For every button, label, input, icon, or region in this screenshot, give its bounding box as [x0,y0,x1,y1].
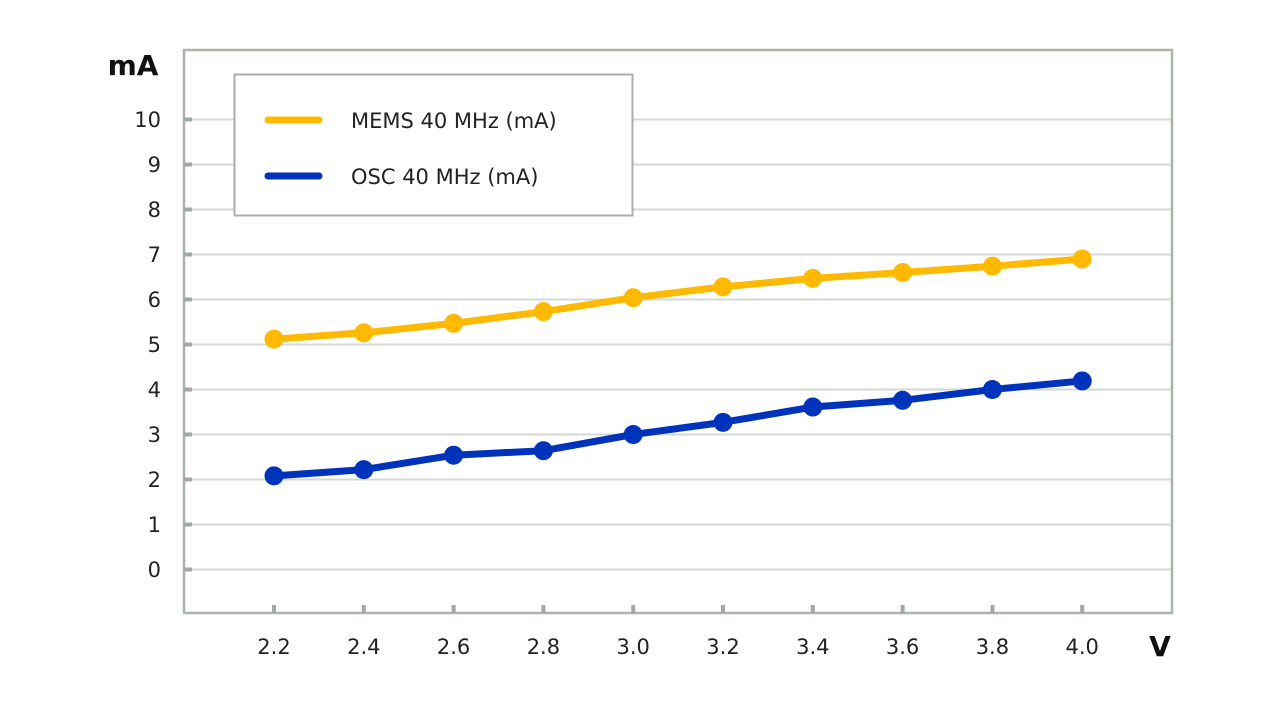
data-point [444,313,464,333]
y-tick-label: 9 [148,153,161,177]
x-tick-label: 4.0 [1065,635,1098,659]
legend-label: MEMS 40 MHz (mA) [351,109,557,133]
series-mems [264,249,1092,349]
data-point [982,380,1002,399]
x-tick-label: 3.2 [706,635,739,659]
data-point [803,268,823,288]
x-tick-label: 3.0 [616,635,649,659]
legend: MEMS 40 MHz (mA) OSC 40 MHz (mA) [233,73,634,217]
data-point [533,302,553,322]
series-osc [264,371,1092,486]
x-axis-label: V [1149,630,1171,663]
x-tick-label: 2.8 [527,635,560,659]
y-tick-label: 5 [148,333,161,357]
y-tick-label: 8 [148,198,161,222]
series-line [270,377,1086,480]
series-line [270,255,1086,343]
data-point [713,277,733,297]
data-point [1072,371,1092,391]
x-tick-label: 3.4 [796,635,829,659]
data-point [623,288,643,308]
data-point [354,460,374,480]
x-axis: 2.2 2.4 2.6 2.8 3.0 3.2 3.4 3.6 3.8 4.0 [257,605,1099,659]
y-tick-label: 0 [148,558,161,582]
y-tick-label: 6 [148,288,161,312]
data-point [264,329,284,349]
data-point [533,441,553,461]
series-layer [264,249,1092,486]
legend-item: MEMS 40 MHz (mA) [264,109,557,133]
legend-box [233,73,634,217]
data-point [264,466,284,486]
x-tick-label: 3.8 [976,635,1009,659]
plot-frame [182,48,1174,615]
data-point [893,263,913,282]
data-point [1072,249,1092,269]
y-tick-label: 2 [148,468,161,492]
x-tick-label: 2.6 [437,635,470,659]
data-point [982,256,1002,276]
y-tick-label: 3 [148,423,161,447]
x-tick-label: 2.2 [257,635,290,659]
y-axis: 0 1 2 3 4 5 6 7 8 9 10 [134,108,192,582]
y-tick-label: 7 [148,243,161,267]
data-point [803,397,823,417]
legend-label: OSC 40 MHz (mA) [351,165,538,189]
data-point [713,412,733,432]
legend-item: OSC 40 MHz (mA) [264,165,538,189]
y-tick-label: 1 [148,513,161,537]
x-tick-label: 2.4 [347,635,380,659]
y-tick-label: 10 [134,108,161,132]
data-point [444,445,464,465]
data-point [623,425,643,444]
data-point [893,390,913,410]
x-tick-label: 3.6 [886,635,919,659]
data-point [354,323,374,343]
y-tick-label: 4 [148,378,161,402]
y-axis-label: mA [108,49,159,82]
